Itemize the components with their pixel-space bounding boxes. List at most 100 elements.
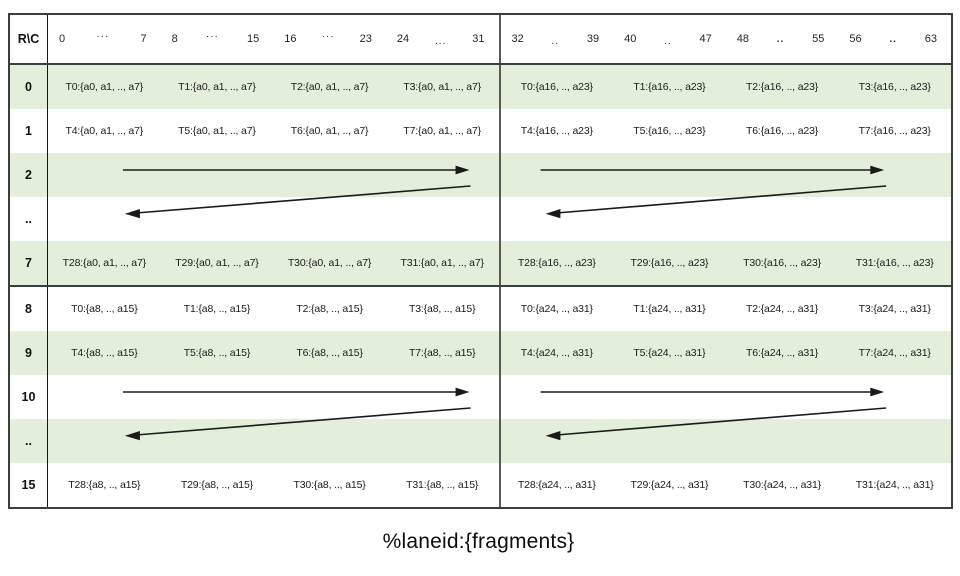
col-end-label: 39: [586, 33, 600, 45]
col-group-48-55: 48 .. 55: [726, 15, 839, 63]
ellipsis: ..: [889, 33, 897, 45]
fragment-cell: T31:{a24, .., a31}: [855, 479, 934, 491]
fragment-cell: T28:{a0, a1, .., a7}: [62, 257, 147, 269]
fragment-cell: T1:{a8, .., a15}: [183, 303, 251, 315]
fragment-cell: T31:{a16, .., a23}: [855, 257, 934, 269]
serpentine-zone-top: 2 ..: [10, 153, 951, 241]
serpentine-left: [48, 153, 501, 241]
col-start-label: 56: [849, 33, 862, 45]
fragment-cell: T29:{a0, a1, .., a7}: [175, 257, 259, 269]
ellipsis: ···: [96, 30, 110, 42]
col-group-56-63: 56 .. 63: [838, 15, 951, 63]
fragment-cell: T3:{a0, a1, .., a7}: [403, 81, 482, 93]
fragment-cell: T1:{a16, .., a23}: [633, 81, 706, 93]
col-end-label: 23: [359, 33, 372, 45]
ellipsis: ···: [205, 30, 219, 42]
fragment-cell: T6:{a24, .., a31}: [745, 347, 819, 359]
col-start-label: 0: [59, 33, 66, 45]
col-start-label: 8: [171, 33, 178, 45]
serpentine-left: [48, 375, 501, 463]
fragment-cell: T6:{a8, .., a15}: [296, 347, 363, 359]
col-end-label: 63: [924, 33, 937, 45]
serpentine-arrows-icon: [122, 165, 471, 219]
row-15-right-half: T28:{a24, .., a31} T29:{a24, .., a31} T3…: [501, 463, 952, 507]
row-label: 10: [21, 390, 36, 404]
header-right-half: 32 .. 39 40 .. 47 48 .. 55 56 .. 63: [501, 15, 952, 63]
fragment-cell: T1:{a24, .., a31}: [633, 303, 706, 315]
row-label: 9: [10, 331, 48, 375]
ellipsis: ..: [551, 35, 560, 47]
col-group-40-47: 40 .. 47: [613, 15, 726, 63]
fragment-cell: T3:{a8, .., a15}: [408, 303, 476, 315]
row-15-left-half: T28:{a8, .., a15} T29:{a8, .., a15} T30:…: [48, 463, 501, 507]
row-label: 2: [10, 153, 47, 197]
serpentine-right: [500, 375, 951, 463]
col-group-24-31: 24 ... 31: [386, 15, 499, 63]
fragment-cell: T30:{a0, a1, .., a7}: [287, 257, 372, 269]
fragment-cell: T30:{a8, .., a15}: [293, 479, 366, 491]
fragment-cell: T30:{a24, .., a31}: [743, 479, 821, 491]
fragment-cell: T29:{a16, .., a23}: [630, 257, 709, 269]
col-end-label: 47: [699, 33, 712, 45]
serpentine-right: [500, 153, 951, 241]
fragment-cell: T6:{a16, .., a23}: [745, 125, 819, 137]
fragment-cell: T0:{a16, .., a23}: [520, 81, 593, 93]
fragment-cell: T31:{a0, a1, .., a7}: [400, 257, 484, 269]
serpentine-arrows-icon: [122, 387, 471, 441]
fragment-cell: T0:{a0, a1, .., a7}: [65, 81, 144, 93]
row-col-corner-label: R\C: [10, 15, 48, 63]
table-row-15: 15 T28:{a8, .., a15} T29:{a8, .., a15} T…: [10, 463, 951, 507]
row-8-right-half: T0:{a24, .., a31} T1:{a24, .., a31} T2:{…: [501, 287, 952, 331]
row-9-right-half: T4:{a24, .., a31} T5:{a24, .., a31} T6:{…: [501, 331, 952, 375]
row-0-left-half: T0:{a0, a1, .., a7} T1:{a0, a1, .., a7} …: [48, 65, 501, 109]
column-header-row: R\C 0 ··· 7 8 ··· 15 16 ··· 23: [10, 15, 951, 65]
serpentine-arrows-icon: [540, 165, 886, 219]
fragment-cell: T5:{a24, .., a31}: [633, 347, 706, 359]
col-start-label: 16: [284, 33, 297, 45]
col-start-label: 40: [624, 33, 637, 45]
row-label: ..: [10, 419, 47, 463]
header-left-half: 0 ··· 7 8 ··· 15 16 ··· 23 24 ... 31: [48, 15, 501, 63]
row-label: ..: [25, 212, 32, 226]
row-label: 0: [10, 65, 48, 109]
fragment-cell: T5:{a16, .., a23}: [633, 125, 706, 137]
fragment-cell: T0:{a24, .., a31}: [520, 303, 593, 315]
col-end-label: 7: [140, 33, 147, 45]
fragment-cell: T1:{a0, a1, .., a7}: [178, 81, 256, 93]
col-start-label: 24: [396, 33, 410, 45]
col-end-label: 55: [812, 33, 825, 45]
fragment-cell: T6:{a0, a1, .., a7}: [290, 125, 369, 137]
fragment-cell: T2:{a8, .., a15}: [296, 303, 363, 315]
fragment-cell: T30:{a16, .., a23}: [743, 257, 821, 269]
fragment-cell: T31:{a8, .., a15}: [406, 479, 479, 491]
fragment-cell: T3:{a24, .., a31}: [858, 303, 931, 315]
table-row-7: 7 T28:{a0, a1, .., a7} T29:{a0, a1, .., …: [10, 241, 951, 285]
row-1-right-half: T4:{a16, .., a23} T5:{a16, .., a23} T6:{…: [501, 109, 952, 153]
col-end-label: 31: [472, 33, 485, 45]
fragment-cell: T2:{a0, a1, .., a7}: [290, 81, 369, 93]
fragment-cell: T28:{a8, .., a15}: [68, 479, 141, 491]
fragment-layout-table: R\C 0 ··· 7 8 ··· 15 16 ··· 23: [8, 13, 953, 509]
row-8-left-half: T0:{a8, .., a15} T1:{a8, .., a15} T2:{a8…: [48, 287, 501, 331]
table-row-8: 8 T0:{a8, .., a15} T1:{a8, .., a15} T2:{…: [10, 285, 951, 331]
fragment-cell: T7:{a0, a1, .., a7}: [403, 125, 482, 137]
fragment-cell: T4:{a16, .., a23}: [520, 125, 593, 137]
fragment-cell: T2:{a16, .., a23}: [745, 81, 819, 93]
fragment-cell: T28:{a16, .., a23}: [517, 257, 596, 269]
fragment-cell: T4:{a8, .., a15}: [71, 347, 138, 359]
fragment-cell: T28:{a24, .., a31}: [517, 479, 596, 491]
fragment-cell: T2:{a24, .., a31}: [745, 303, 819, 315]
fragment-cell: T5:{a0, a1, .., a7}: [178, 125, 256, 137]
fragment-cell: T0:{a8, .., a15}: [71, 303, 138, 315]
row-label: 7: [10, 241, 48, 285]
table-row-0: 0 T0:{a0, a1, .., a7} T1:{a0, a1, .., a7…: [10, 65, 951, 109]
row-7-left-half: T28:{a0, a1, .., a7} T29:{a0, a1, .., a7…: [48, 241, 501, 285]
col-group-8-15: 8 ··· 15: [161, 15, 274, 63]
fragment-cell: T7:{a24, .., a31}: [858, 347, 931, 359]
ellipsis: ···: [321, 30, 335, 42]
fragment-cell: T7:{a16, .., a23}: [858, 125, 931, 137]
fragment-cell: T4:{a0, a1, .., a7}: [65, 125, 144, 137]
row-9-left-half: T4:{a8, .., a15} T5:{a8, .., a15} T6:{a8…: [48, 331, 501, 375]
row-7-right-half: T28:{a16, .., a23} T29:{a16, .., a23} T3…: [501, 241, 952, 285]
